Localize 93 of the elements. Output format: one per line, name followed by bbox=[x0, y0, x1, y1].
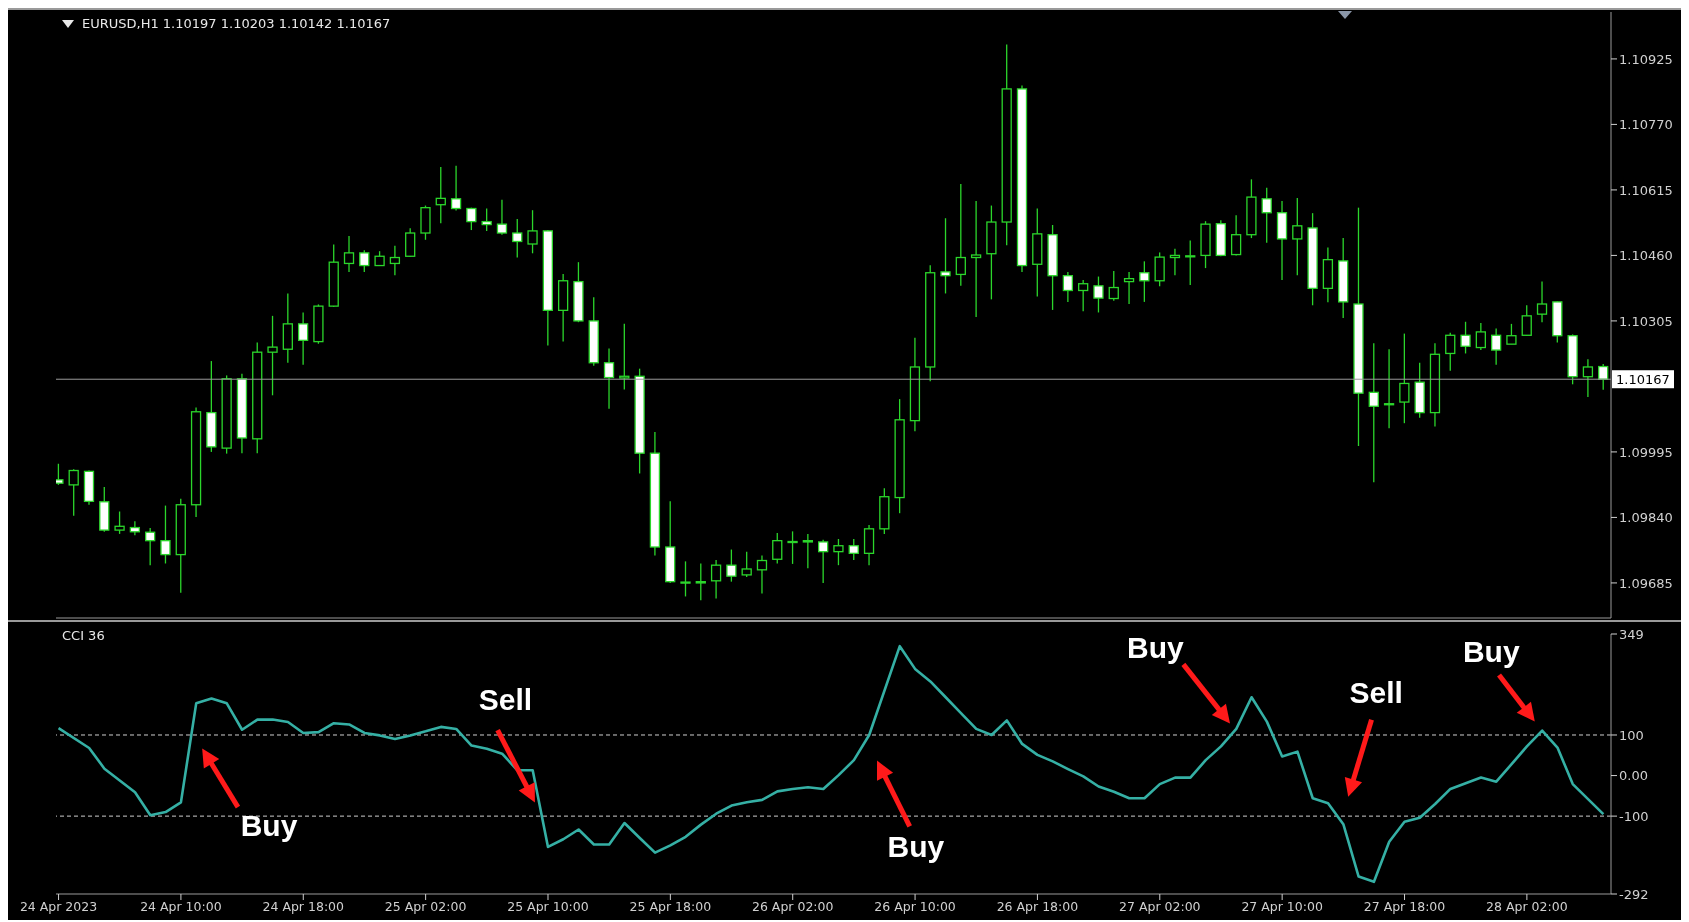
candlestick bbox=[955, 183, 966, 287]
candlestick bbox=[359, 249, 370, 273]
candlestick bbox=[1230, 214, 1242, 257]
candlestick bbox=[772, 532, 783, 565]
candlestick bbox=[603, 347, 615, 410]
y-tick-label: -292 bbox=[1619, 886, 1649, 902]
candlestick bbox=[1093, 275, 1104, 314]
y-tick-label: 1.10460 bbox=[1619, 248, 1673, 264]
candlestick bbox=[1506, 323, 1517, 345]
candlestick bbox=[1536, 280, 1548, 323]
x-tick-label: 28 Apr 02:00 bbox=[1486, 898, 1568, 914]
chart-title: EURUSD,H1 1.10197 1.10203 1.10142 1.10167 bbox=[82, 16, 391, 31]
x-tick-label: 24 Apr 2023 bbox=[19, 898, 98, 914]
candlestick bbox=[1460, 321, 1471, 355]
candlestick bbox=[1062, 271, 1074, 303]
ref-line-label: 1.10167 bbox=[1616, 372, 1670, 388]
candlestick bbox=[1598, 363, 1609, 391]
candlestick bbox=[680, 560, 691, 598]
y-tick-label: 349 bbox=[1619, 626, 1644, 642]
candlestick bbox=[389, 245, 401, 276]
candlestick bbox=[512, 218, 523, 259]
candlestick bbox=[619, 323, 630, 391]
y-tick-label: 1.10615 bbox=[1619, 182, 1673, 198]
candlestick bbox=[1475, 322, 1486, 351]
annotation: Sell bbox=[478, 683, 533, 717]
x-tick-label: 27 Apr 10:00 bbox=[1241, 898, 1323, 914]
candlestick bbox=[1154, 251, 1165, 287]
candlestick bbox=[343, 235, 355, 273]
candlestick bbox=[1139, 260, 1150, 303]
candlestick bbox=[1399, 332, 1410, 424]
candlestick bbox=[1169, 248, 1181, 276]
candlestick bbox=[435, 166, 446, 224]
candlestick bbox=[405, 227, 416, 258]
candlestick bbox=[756, 554, 768, 595]
candlestick bbox=[940, 217, 951, 295]
candlestick bbox=[1078, 279, 1089, 312]
chart-title: CCI 36 bbox=[62, 628, 105, 643]
candlestick bbox=[1445, 332, 1456, 372]
annotation: Buy bbox=[887, 829, 945, 863]
x-tick-label: 25 Apr 02:00 bbox=[384, 898, 467, 914]
y-tick-label: 1.10925 bbox=[1619, 51, 1673, 67]
candlestick bbox=[726, 548, 737, 583]
y-tick-label: 1.09840 bbox=[1619, 510, 1673, 526]
candlestick bbox=[68, 468, 79, 517]
candlestick bbox=[160, 504, 171, 565]
candlestick bbox=[848, 538, 859, 561]
candlestick bbox=[496, 198, 508, 236]
annotation: Buy bbox=[1127, 630, 1185, 664]
candlestick bbox=[1185, 239, 1196, 286]
candlestick bbox=[1490, 327, 1502, 366]
y-tick-label: 1.10305 bbox=[1619, 313, 1673, 329]
annotation: Buy bbox=[1462, 634, 1520, 668]
candlestick bbox=[710, 559, 722, 600]
candlestick bbox=[450, 165, 462, 212]
candlestick bbox=[787, 530, 798, 565]
candlestick bbox=[818, 539, 829, 584]
candlestick bbox=[114, 510, 125, 535]
x-tick-label: 24 Apr 18:00 bbox=[262, 898, 345, 914]
x-tick-label: 24 Apr 10:00 bbox=[140, 898, 222, 914]
candlestick bbox=[1261, 187, 1272, 244]
annotation: Sell bbox=[1349, 675, 1403, 709]
x-tick-label: 25 Apr 10:00 bbox=[507, 898, 589, 914]
candlestick bbox=[970, 200, 982, 318]
candlestick bbox=[802, 533, 814, 569]
candlestick bbox=[695, 562, 706, 601]
candlestick bbox=[267, 315, 278, 396]
x-tick-label: 26 Apr 02:00 bbox=[751, 898, 834, 914]
candlestick bbox=[481, 207, 492, 232]
x-tick-label: 27 Apr 18:00 bbox=[1363, 898, 1446, 914]
x-tick-label: 26 Apr 18:00 bbox=[996, 898, 1079, 914]
y-tick-label: 1.09685 bbox=[1619, 575, 1673, 591]
x-tick-label: 26 Apr 10:00 bbox=[874, 898, 956, 914]
candlestick bbox=[1108, 270, 1119, 302]
candlestick bbox=[1368, 342, 1379, 483]
candlestick bbox=[1521, 304, 1532, 337]
y-tick-label: 1.09995 bbox=[1619, 444, 1673, 460]
candlestick bbox=[145, 527, 156, 566]
y-tick-label: 100 bbox=[1619, 727, 1644, 743]
candlestick bbox=[1383, 348, 1395, 429]
candlestick bbox=[833, 538, 844, 566]
candlestick bbox=[297, 311, 309, 366]
candlestick bbox=[1582, 358, 1594, 398]
x-tick-label: 27 Apr 02:00 bbox=[1119, 898, 1201, 914]
y-tick-label: 0.00 bbox=[1619, 768, 1648, 784]
candlestick bbox=[1123, 271, 1135, 305]
annotation: Buy bbox=[240, 808, 298, 842]
y-tick-label: 1.10770 bbox=[1619, 117, 1673, 133]
candlestick bbox=[129, 520, 141, 536]
x-tick-label: 25 Apr 18:00 bbox=[629, 898, 712, 914]
candlestick bbox=[1292, 197, 1303, 276]
candlestick bbox=[527, 209, 538, 254]
candlestick bbox=[741, 551, 752, 578]
y-tick-label: -100 bbox=[1619, 808, 1649, 824]
